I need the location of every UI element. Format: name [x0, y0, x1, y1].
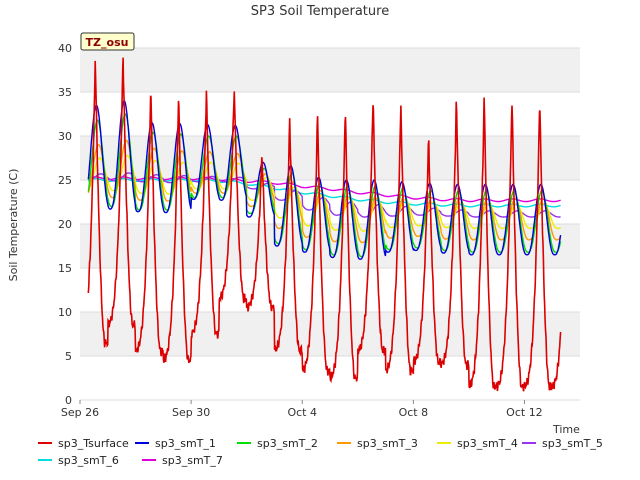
x-tick-label: Sep 30 — [172, 406, 210, 419]
legend-label: sp3_Tsurface — [58, 437, 129, 450]
plot-band — [80, 312, 580, 356]
y-tick-label: 10 — [58, 306, 72, 319]
x-tick-label: Oct 8 — [399, 406, 429, 419]
y-tick-label: 40 — [58, 42, 72, 55]
x-tick-label: Sep 26 — [61, 406, 99, 419]
chart-title: SP3 Soil Temperature — [251, 4, 389, 19]
series-lines — [87, 57, 562, 392]
y-tick-label: 30 — [58, 130, 72, 143]
legend-label: sp3_smT_3 — [357, 437, 418, 450]
legend-label: sp3_smT_2 — [257, 437, 318, 450]
y-tick-label: 35 — [58, 86, 72, 99]
legend-label: sp3_smT_4 — [457, 437, 518, 450]
y-tick-label: 0 — [65, 394, 72, 407]
y-axis-ticks: 0 5 10 15 20 25 30 35 40 — [58, 42, 72, 407]
y-tick-label: 5 — [65, 350, 72, 363]
series-line-sp3_Tsurface — [87, 57, 562, 392]
legend-label: sp3_smT_7 — [162, 454, 223, 467]
x-axis-label: Time — [552, 423, 580, 436]
y-tick-label: 15 — [58, 262, 72, 275]
legend: sp3_Tsurface sp3_smT_1 sp3_smT_2 sp3_smT_3 s… — [38, 437, 603, 467]
legend-label: sp3_smT_1 — [155, 437, 216, 450]
legend-label: sp3_smT_5 — [542, 437, 603, 450]
plot-band — [80, 48, 580, 92]
legend-label: sp3_smT_6 — [58, 454, 119, 467]
x-axis-ticks: Sep 26 Sep 30 Oct 4 Oct 8 Oct 12 — [61, 400, 543, 419]
x-tick-label: Oct 12 — [506, 406, 543, 419]
x-tick-label: Oct 4 — [287, 406, 317, 419]
y-tick-label: 20 — [58, 218, 72, 231]
plot-band — [80, 136, 580, 180]
y-tick-label: 25 — [58, 174, 72, 187]
site-label-box: TZ_osu — [80, 32, 135, 51]
site-label: TZ_osu — [86, 36, 129, 49]
y-axis-label: Soil Temperature (C) — [7, 169, 20, 282]
